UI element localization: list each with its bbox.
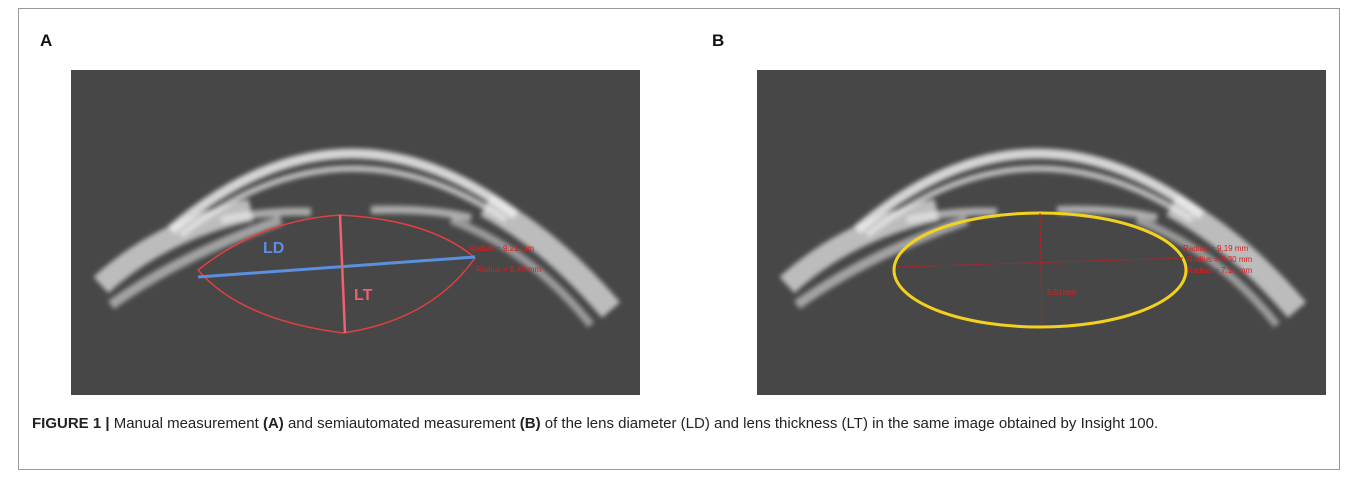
panel-label: A [40,31,52,50]
figure-panels: A B LD LT Radius = 9.21 mm Radius = 8.40… [0,0,1358,410]
caption-text: and semiautomated measurement [284,415,520,432]
lt-label: LT [354,287,373,304]
annotation: Radius = 8.40 mm [476,265,541,274]
panel-ref: (A) [263,415,284,432]
annotation: Radius = 8.30 mm [1187,255,1252,264]
panel-ref: (B) [520,415,541,432]
caption: FIGURE 1 | Manual measurement (A) and se… [32,412,1332,436]
caption-text: of the lens diameter (LD) and lens thick… [541,415,1159,432]
caption-text: Manual measurement [110,415,263,432]
page: A B LD LT Radius = 9.21 mm Radius = 8.40… [0,0,1358,480]
ultrasound-image-a: LD LT Radius = 9.21 mm Radius = 8.40 mm [71,70,640,395]
panel-label: B [712,31,724,50]
ld-label: LD [263,240,284,257]
ultrasound-image-b: Radius = 9.19 mm Radius = 8.30 mm Radius… [757,70,1326,395]
figure-label: FIGURE 1 | [32,415,110,432]
annotation: Radius = 7.15 mm [1187,266,1252,275]
annotation: Radius = 9.21 mm [469,244,534,253]
annotation: 5.51mm [1047,288,1076,297]
annotation: Radius = 9.19 mm [1183,244,1248,253]
